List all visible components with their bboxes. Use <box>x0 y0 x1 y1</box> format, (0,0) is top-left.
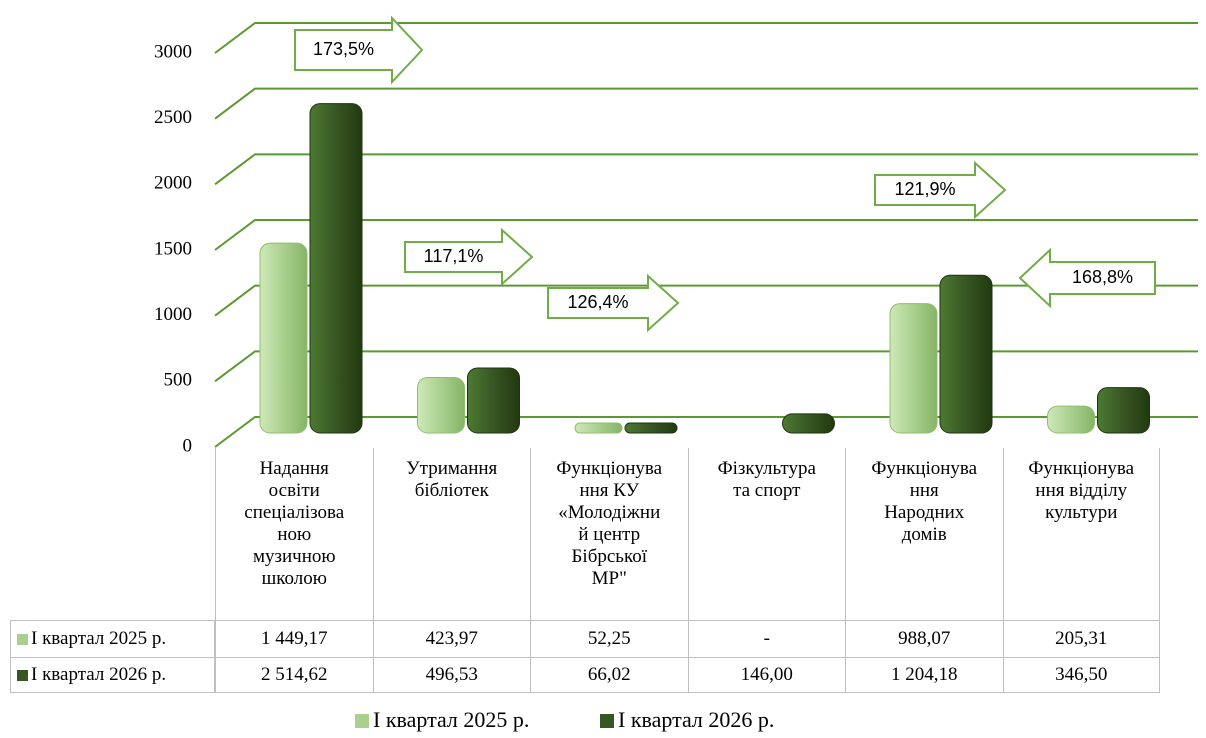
legend-swatch <box>600 714 614 728</box>
y-tick-label: 0 <box>183 435 193 456</box>
bar <box>574 422 623 434</box>
bar <box>624 422 678 434</box>
value-label: 496,53 <box>372 657 530 693</box>
table-legend: І квартал 2026 р. <box>10 657 215 693</box>
arrow <box>404 227 534 287</box>
legend-label: І квартал 2025 р. <box>373 707 529 732</box>
category-label: Функціонува ння відділу культури <box>1002 448 1160 620</box>
bar <box>939 274 993 434</box>
y-tick-label: 3000 <box>154 41 192 62</box>
bar <box>782 413 835 434</box>
bar <box>417 376 465 434</box>
legend-label: І квартал 2025 р. <box>31 628 167 649</box>
grid-line <box>214 153 1198 186</box>
arrow <box>1018 247 1156 309</box>
y-tick-label: 1500 <box>154 238 192 259</box>
grid-line <box>214 350 1198 383</box>
value-label: 205,31 <box>1002 620 1160 657</box>
y-tick-label: 500 <box>164 370 193 391</box>
annotation: 173,5% <box>313 39 374 59</box>
annotation: 168,8% <box>1072 267 1133 287</box>
bar <box>1047 405 1095 434</box>
annotation: 126,4% <box>567 292 628 312</box>
legend-swatch <box>17 669 28 681</box>
value-label: 66,02 <box>530 657 688 693</box>
grid-line <box>214 219 1198 251</box>
bar <box>889 303 938 434</box>
table-legend: І квартал 2025 р. <box>10 620 215 657</box>
value-label: 1 449,17 <box>215 620 373 657</box>
value-label: 1 204,18 <box>845 657 1003 693</box>
y-tick-label: 2500 <box>154 107 192 128</box>
bar <box>259 242 308 434</box>
y-tick-label: 2000 <box>154 173 192 194</box>
grid-line <box>214 22 1198 54</box>
legend-label: І квартал 2026 р. <box>618 707 774 732</box>
arrow <box>294 15 424 85</box>
arrow <box>874 160 1007 220</box>
annotation: 121,9% <box>894 179 955 199</box>
bar <box>309 103 363 434</box>
category-label: Утримання бібліотек <box>372 448 531 620</box>
category-label: Фізкультура та спорт <box>687 448 846 620</box>
value-label: - <box>687 620 845 657</box>
grid-line <box>214 416 1198 448</box>
category-label: Надання освіти спеціалізова ною музичною… <box>215 448 373 620</box>
category-label: Функціонува ння Народних домів <box>845 448 1003 620</box>
value-label: 346,50 <box>1002 657 1160 693</box>
category-label: Функціонува ння КУ «Молодіжни й центр Бі… <box>530 448 688 620</box>
value-label: 988,07 <box>845 620 1003 657</box>
annotation: 117,1% <box>424 246 484 266</box>
value-label: 2 514,62 <box>215 657 373 693</box>
value-label: 52,25 <box>530 620 688 657</box>
grid-line <box>214 284 1198 317</box>
value-label: 146,00 <box>687 657 845 693</box>
grid-line <box>214 87 1198 120</box>
legend-label: І квартал 2026 р. <box>31 664 167 685</box>
bar <box>1097 387 1150 434</box>
legend-swatch <box>355 714 369 728</box>
bar <box>467 367 520 434</box>
legend-swatch <box>17 633 28 645</box>
value-label: 423,97 <box>372 620 530 657</box>
y-tick-label: 1000 <box>154 304 192 325</box>
arrow <box>547 273 680 333</box>
